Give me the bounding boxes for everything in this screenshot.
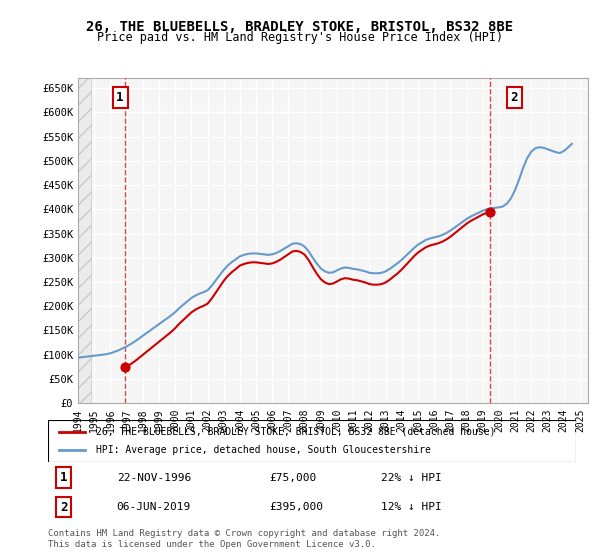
- Text: 26, THE BLUEBELLS, BRADLEY STOKE, BRISTOL, BS32 8BE: 26, THE BLUEBELLS, BRADLEY STOKE, BRISTO…: [86, 20, 514, 34]
- Text: 2: 2: [511, 91, 518, 104]
- Text: 1: 1: [60, 471, 68, 484]
- Text: £395,000: £395,000: [270, 502, 324, 512]
- Text: £75,000: £75,000: [270, 473, 317, 483]
- Text: HPI: Average price, detached house, South Gloucestershire: HPI: Average price, detached house, Sout…: [95, 445, 430, 455]
- Text: 2: 2: [60, 501, 68, 514]
- Point: [485, 207, 495, 216]
- Text: 1: 1: [116, 91, 124, 104]
- Text: 22% ↓ HPI: 22% ↓ HPI: [380, 473, 442, 483]
- Point: [120, 362, 130, 371]
- Text: 06-JUN-2019: 06-JUN-2019: [116, 502, 191, 512]
- Text: 12% ↓ HPI: 12% ↓ HPI: [380, 502, 442, 512]
- Bar: [78, 78, 91, 403]
- Text: 26, THE BLUEBELLS, BRADLEY STOKE, BRISTOL, BS32 8BE (detached house): 26, THE BLUEBELLS, BRADLEY STOKE, BRISTO…: [95, 427, 495, 437]
- Text: 22-NOV-1996: 22-NOV-1996: [116, 473, 191, 483]
- Text: Contains HM Land Registry data © Crown copyright and database right 2024.
This d: Contains HM Land Registry data © Crown c…: [48, 529, 440, 549]
- Text: Price paid vs. HM Land Registry's House Price Index (HPI): Price paid vs. HM Land Registry's House …: [97, 31, 503, 44]
